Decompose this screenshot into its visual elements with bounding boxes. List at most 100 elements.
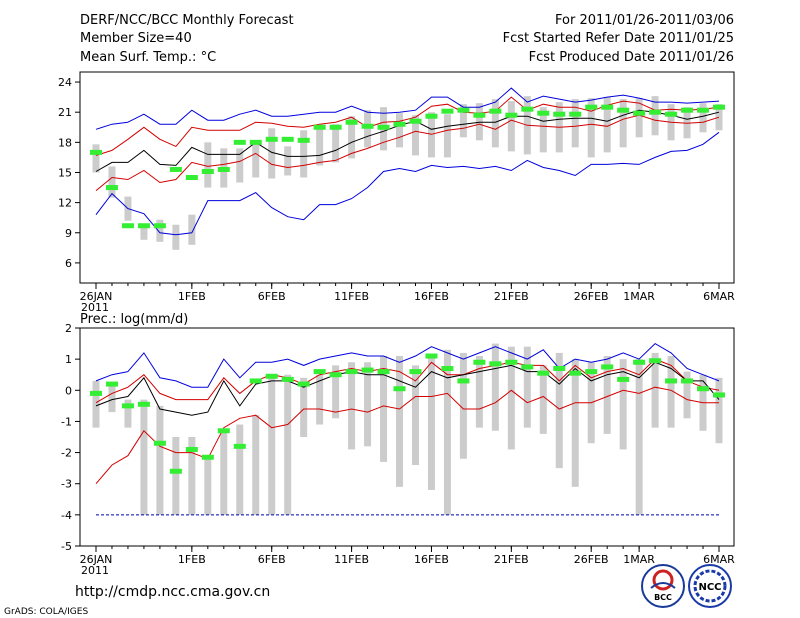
y-tick-label: 1 (65, 353, 72, 366)
observed-marker (633, 359, 646, 365)
observed-marker (329, 124, 342, 130)
spread-bar (507, 346, 515, 450)
series-line-upper (95, 358, 720, 404)
y-tick-label: 15 (58, 166, 72, 179)
observed-marker (90, 149, 102, 155)
observed-marker (553, 111, 566, 117)
spread-bar (667, 356, 675, 428)
observed-marker (281, 376, 294, 382)
spread-bar (491, 99, 499, 148)
x-tick-label: 1FEB (178, 290, 206, 303)
spread-bar (204, 142, 212, 188)
observed-marker (681, 107, 694, 113)
spread-bar (156, 405, 164, 515)
observed-marker (169, 166, 182, 172)
spread-bar (300, 377, 308, 437)
spread-bar (555, 352, 563, 469)
spread-bar (443, 114, 451, 158)
spread-bar (92, 144, 100, 173)
bcc-logo-text: BCC (654, 593, 672, 602)
series-line-lower (95, 114, 720, 191)
x-tick-label: 26FEB (574, 290, 609, 303)
series-line-max (95, 87, 720, 130)
observed-marker (521, 106, 534, 112)
x-tick-label: 16FEB (414, 553, 449, 566)
spread-bar (156, 219, 164, 242)
observed-marker (265, 373, 278, 379)
observed-marker (601, 364, 614, 370)
spread-bar (571, 359, 579, 487)
spread-bar (108, 166, 116, 198)
observed-marker (681, 378, 694, 384)
observed-marker (505, 359, 518, 365)
observed-marker (393, 121, 406, 127)
spread-bar (188, 214, 196, 245)
observed-marker (569, 111, 582, 117)
observed-marker (90, 390, 102, 396)
x-tick-label: 26FEB (574, 553, 609, 566)
observed-marker (233, 139, 246, 145)
observed-marker (153, 223, 166, 229)
y-tick-label: -4 (61, 509, 72, 522)
observed-marker (457, 378, 470, 384)
series-line-mean (95, 109, 720, 172)
source-url[interactable]: http://cmdp.ncc.cma.gov.cn (75, 584, 270, 600)
observed-marker (105, 185, 118, 191)
series-line-max (95, 342, 720, 388)
observed-marker (393, 386, 406, 392)
spread-bar (332, 124, 340, 163)
observed-marker (345, 369, 358, 375)
spread-bar (316, 374, 324, 425)
figure-title: DERF/NCC/BCC Monthly Forecast (80, 13, 294, 28)
observed-marker (585, 369, 598, 375)
forecast-period: For 2011/01/26-2011/03/06 (555, 13, 734, 28)
y-tick-label: 2 (65, 322, 72, 335)
spread-bar (220, 430, 228, 515)
observed-marker (537, 370, 550, 376)
observed-marker (217, 428, 230, 434)
spread-bar (619, 99, 627, 148)
spread-bar (635, 98, 643, 138)
observed-marker (633, 110, 646, 116)
observed-marker (489, 361, 502, 367)
observed-marker (569, 370, 582, 376)
spread-bar (348, 362, 356, 450)
x-tick-sublabel: 2011 (81, 301, 109, 314)
temp-panel-title: Mean Surf. Temp.: °C (80, 50, 216, 65)
observed-marker (697, 107, 710, 113)
observed-marker (409, 118, 422, 124)
spread-bar (683, 371, 691, 419)
observed-marker (457, 107, 470, 113)
member-size: Member Size=40 (80, 31, 192, 46)
y-tick-label: 24 (58, 76, 72, 89)
observed-marker (665, 378, 678, 384)
x-tick-label: 1MAR (623, 290, 655, 303)
fcst-started-date: Fcst Started Refer Date 2011/01/25 (503, 31, 734, 46)
x-tick-label: 6FEB (258, 290, 286, 303)
observed-marker (329, 372, 342, 378)
observed-marker (617, 376, 630, 382)
observed-marker (313, 124, 326, 130)
observed-marker (361, 123, 374, 129)
x-tick-label: 6MAR (703, 553, 735, 566)
series-line-min (95, 131, 720, 236)
spread-bar (459, 352, 467, 459)
spread-bar (651, 352, 659, 428)
y-tick-label: 21 (58, 106, 72, 119)
spread-bar (188, 437, 196, 515)
observed-marker (425, 353, 438, 359)
observed-marker (489, 108, 502, 114)
observed-marker (649, 109, 662, 115)
observed-marker (121, 223, 134, 229)
spread-bar (172, 224, 180, 250)
observed-marker (409, 369, 422, 375)
spread-bar (284, 374, 292, 515)
observed-marker (201, 168, 214, 174)
observed-marker (665, 111, 678, 117)
spread-bar (396, 356, 404, 487)
ncc-logo: NCC (688, 564, 732, 608)
observed-marker (617, 107, 630, 113)
fcst-produced-date: Fcst Produced Date 2011/01/26 (529, 50, 734, 65)
